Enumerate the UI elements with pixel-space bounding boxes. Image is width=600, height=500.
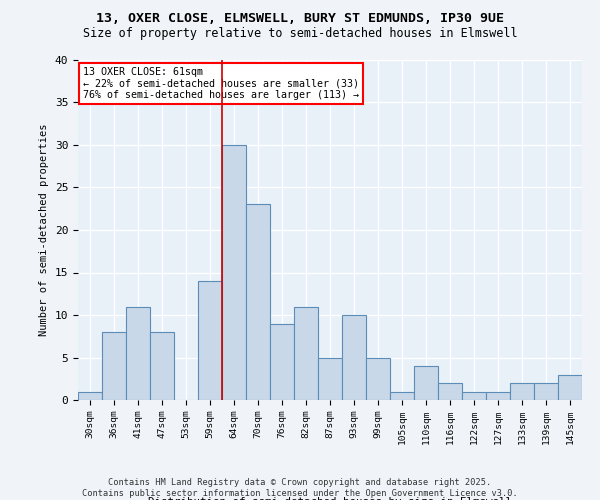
Bar: [366, 358, 390, 400]
Bar: [150, 332, 174, 400]
Y-axis label: Number of semi-detached properties: Number of semi-detached properties: [39, 124, 49, 336]
Bar: [414, 366, 438, 400]
X-axis label: Distribution of semi-detached houses by size in Elmswell: Distribution of semi-detached houses by …: [148, 497, 512, 500]
Text: Size of property relative to semi-detached houses in Elmswell: Size of property relative to semi-detach…: [83, 28, 517, 40]
Bar: [294, 306, 318, 400]
Bar: [510, 383, 534, 400]
Bar: [126, 306, 150, 400]
Bar: [78, 392, 102, 400]
Bar: [486, 392, 510, 400]
Text: 13, OXER CLOSE, ELMSWELL, BURY ST EDMUNDS, IP30 9UE: 13, OXER CLOSE, ELMSWELL, BURY ST EDMUND…: [96, 12, 504, 26]
Bar: [318, 358, 342, 400]
Bar: [390, 392, 414, 400]
Bar: [198, 281, 222, 400]
Text: 13 OXER CLOSE: 61sqm
← 22% of semi-detached houses are smaller (33)
76% of semi-: 13 OXER CLOSE: 61sqm ← 22% of semi-detac…: [83, 67, 359, 100]
Bar: [102, 332, 126, 400]
Bar: [246, 204, 270, 400]
Bar: [222, 145, 246, 400]
Bar: [270, 324, 294, 400]
Bar: [558, 374, 582, 400]
Bar: [342, 315, 366, 400]
Bar: [462, 392, 486, 400]
Bar: [534, 383, 558, 400]
Bar: [438, 383, 462, 400]
Text: Contains HM Land Registry data © Crown copyright and database right 2025.
Contai: Contains HM Land Registry data © Crown c…: [82, 478, 518, 498]
